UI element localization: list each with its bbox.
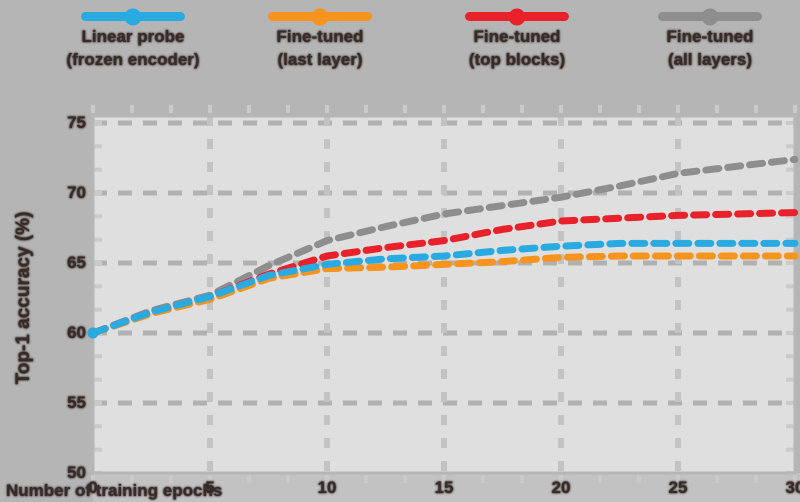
x-tick-label: 30 <box>785 478 800 497</box>
legend-label-orange: Fine-tuned (last layer) <box>276 27 364 69</box>
x-tick-label: 10 <box>317 478 337 497</box>
y-tick-label: 55 <box>67 393 86 412</box>
series-start-dot-blue <box>87 327 99 339</box>
legend-line-marker-red <box>465 8 569 25</box>
x-tick-label: 5 <box>205 478 215 497</box>
chart-legend: Linear probe (frozen encoder) Fine-tuned (l… <box>0 8 800 100</box>
legend-item-red: Fine-tuned (top blocks) <box>422 8 612 72</box>
legend-label-gray: Fine-tuned (all layers) <box>666 27 754 69</box>
x-axis-title: Number of training epochs <box>6 481 223 500</box>
legend-dot-red <box>508 8 526 25</box>
legend-dot-blue <box>124 8 142 25</box>
plot-frame <box>91 114 797 475</box>
x-tick-label: 15 <box>434 478 454 497</box>
y-tick-label: 50 <box>67 463 86 482</box>
y-tick-label: 75 <box>67 113 86 132</box>
x-tick-label: 0 <box>88 478 98 497</box>
y-tick-label: 70 <box>67 183 86 202</box>
legend-line-marker-blue <box>81 8 185 25</box>
x-tick-label: 20 <box>551 478 571 497</box>
legend-dot-gray <box>701 8 719 25</box>
legend-line-marker-orange <box>268 8 372 25</box>
y-axis-title: Top-1 accuracy (%) <box>13 211 34 385</box>
legend-dot-orange <box>311 8 329 25</box>
legend-label-blue: Linear probe (frozen encoder) <box>66 27 200 69</box>
series-line-blue <box>89 239 799 337</box>
x-tick-label: 25 <box>668 478 688 497</box>
y-tick-label: 65 <box>67 253 86 272</box>
legend-line-marker-gray <box>658 8 762 25</box>
legend-item-orange: Fine-tuned (last layer) <box>225 8 415 72</box>
legend-item-blue: Linear probe (frozen encoder) <box>38 8 228 72</box>
legend-label-red: Fine-tuned (top blocks) <box>468 27 566 69</box>
y-tick-label: 60 <box>67 323 86 342</box>
legend-item-gray: Fine-tuned (all layers) <box>615 8 800 72</box>
